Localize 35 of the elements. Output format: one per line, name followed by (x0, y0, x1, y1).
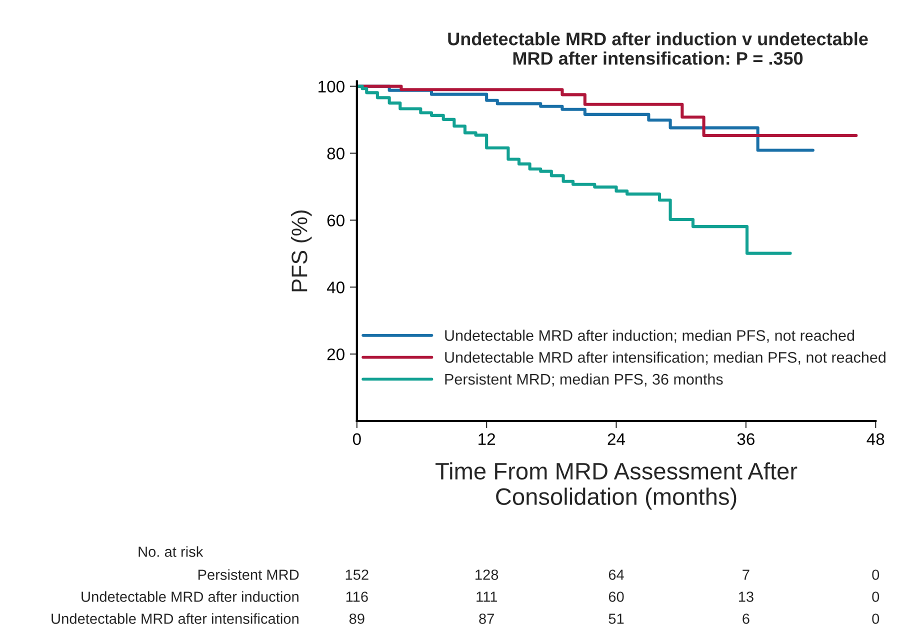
x-tick-label: 12 (478, 433, 496, 445)
x-tick-label: 48 (866, 433, 884, 446)
x-axis-title: Time From MRD Assessment After Consolidation (months) (436, 462, 798, 510)
y-tick-label: 40 (326, 282, 344, 294)
text: Undetectable MRD after induction (82, 591, 298, 602)
text: 51 (608, 614, 624, 624)
text: 116 (346, 592, 368, 602)
y-tick-label: 100 (318, 80, 344, 93)
x-tick-label: 24 (608, 433, 626, 445)
text: Persistent MRD (198, 569, 299, 580)
text: 60 (608, 592, 624, 602)
text: 0 (872, 614, 880, 624)
y-tick-label: 20 (327, 348, 344, 360)
text: 152 (346, 570, 368, 580)
text: 0 (872, 570, 880, 580)
text: No. at risk (138, 546, 204, 557)
text: 87 (479, 614, 494, 624)
chart-title: Undetectable MRD after induction v undetectable MRD after intensification: P = .350 (448, 32, 868, 65)
text: 0 (872, 592, 880, 602)
text: 13 (738, 592, 754, 602)
legend-label: Undetectable MRD after induction; median PFS, not reached (445, 330, 854, 343)
text: 6 (742, 614, 750, 624)
text: 89 (349, 614, 364, 624)
text: 128 (476, 570, 498, 580)
y-axis-title: PFS (%) (291, 210, 312, 292)
text: 111 (476, 592, 497, 602)
legend-label: Persistent MRD; median PFS, 36 months (445, 373, 723, 386)
x-tick-label: 0 (352, 433, 361, 446)
text: Undetectable MRD after intensification (52, 613, 298, 624)
text: 64 (608, 570, 624, 580)
y-tick-label: 60 (327, 214, 344, 226)
text: 7 (742, 570, 750, 580)
y-tick-label: 80 (327, 148, 344, 160)
legend-label: Undetectable MRD after intensification; median PFS, not reached (445, 352, 886, 365)
x-tick-label: 36 (737, 433, 754, 446)
